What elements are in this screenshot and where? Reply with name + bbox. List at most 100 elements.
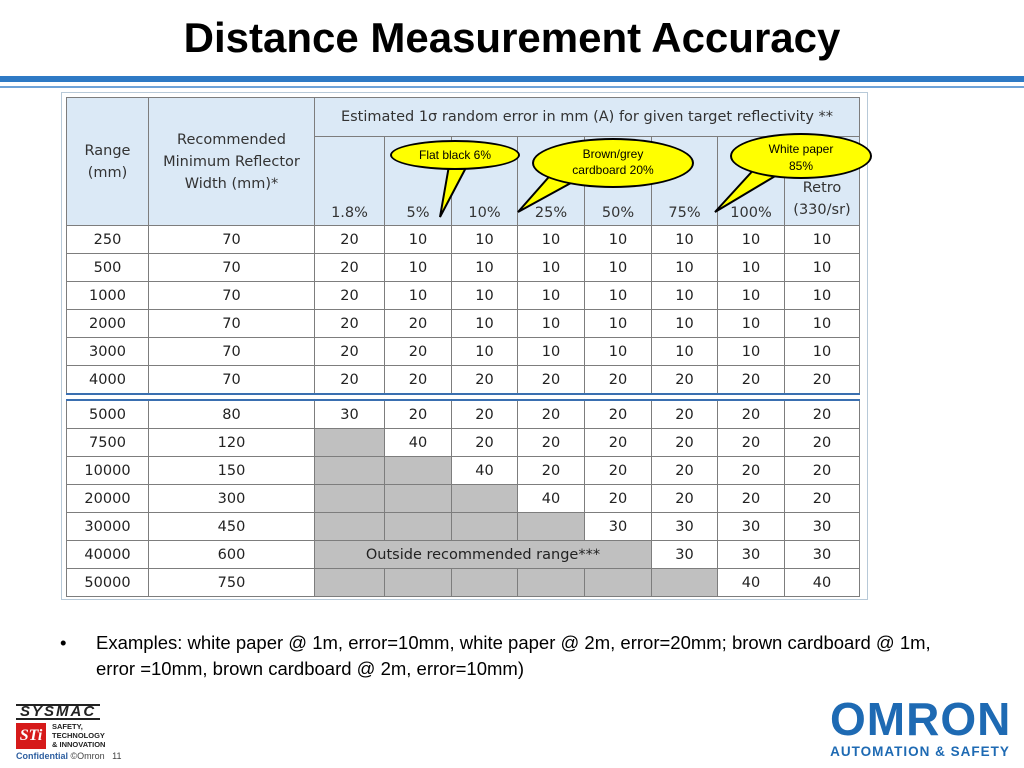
- title-rule-thin: [0, 86, 1024, 88]
- table-row: 10000 150 40 20 20 20 20 20: [66, 456, 860, 485]
- cell-reflector-width: 450: [148, 512, 315, 541]
- cell-err-25: 20: [517, 399, 585, 429]
- cell-err-1-8: [314, 456, 385, 485]
- cell-err-100: 10: [717, 253, 785, 282]
- cell-err-100: 20: [717, 484, 785, 513]
- table-row: 3000 70 20 20 10 10 10 10 10 10: [66, 337, 860, 366]
- cell-err-10: 20: [451, 428, 518, 457]
- cell-err-100: 30: [717, 512, 785, 541]
- cell-err-75: 20: [651, 484, 718, 513]
- callout-white-paper: White paper 85%: [730, 133, 872, 179]
- cell-err-1-8: 20: [314, 281, 385, 310]
- cell-err-5: 10: [384, 225, 452, 254]
- cell-err-1-8: 20: [314, 225, 385, 254]
- cell-range: 3000: [66, 337, 149, 366]
- cell-err-1-8: 30: [314, 399, 385, 429]
- cell-err-retro: 10: [784, 225, 860, 254]
- cell-err-50: 10: [584, 225, 652, 254]
- cell-err-25: 20: [517, 365, 585, 395]
- cell-err-retro: 30: [784, 540, 860, 569]
- confidential-label: Confidential: [16, 751, 68, 761]
- header-reflector-width: Recommended Minimum Reflector Width (mm)…: [148, 97, 315, 226]
- cell-err-75: 30: [651, 512, 718, 541]
- cell-err-75: 10: [651, 281, 718, 310]
- cell-err-1-8: [314, 568, 385, 597]
- cell-err-75: 10: [651, 253, 718, 282]
- footer: Confidential ©Omron 11: [16, 751, 122, 761]
- cell-range: 500: [66, 253, 149, 282]
- cell-err-75: 10: [651, 309, 718, 338]
- cell-range: 50000: [66, 568, 149, 597]
- title-rule-thick: [0, 76, 1024, 82]
- outside-range-note: Outside recommended range***: [314, 540, 652, 569]
- table-row: 50000 750 40 40: [66, 568, 860, 597]
- copyright-label: ©Omron: [70, 751, 105, 761]
- cell-err-25: 40: [517, 484, 585, 513]
- cell-err-10: 20: [451, 365, 518, 395]
- cell-err-10: 10: [451, 281, 518, 310]
- cell-err-100: 20: [717, 399, 785, 429]
- cell-err-10: [451, 484, 518, 513]
- cell-err-10: [451, 568, 518, 597]
- header-range: Range (mm): [66, 97, 149, 226]
- cell-err-1-8: 20: [314, 365, 385, 395]
- cell-err-75: 10: [651, 225, 718, 254]
- table-row: 5000 80 30 20 20 20 20 20 20 20: [66, 399, 860, 429]
- cell-err-100: 20: [717, 428, 785, 457]
- cell-err-5: 10: [384, 281, 452, 310]
- cell-err-50: 20: [584, 484, 652, 513]
- cell-err-retro: 10: [784, 253, 860, 282]
- cell-range: 250: [66, 225, 149, 254]
- table-row: 250 70 20 10 10 10 10 10 10 10: [66, 225, 860, 254]
- cell-err-1-8: [314, 484, 385, 513]
- cell-err-50: [584, 568, 652, 597]
- cell-err-25: 10: [517, 281, 585, 310]
- slide-title: Distance Measurement Accuracy: [183, 14, 841, 61]
- cell-err-50: 20: [584, 456, 652, 485]
- cell-err-retro: 10: [784, 281, 860, 310]
- cell-reflector-width: 300: [148, 484, 315, 513]
- accuracy-table: Range (mm) Recommended Minimum Reflector…: [66, 97, 860, 597]
- cell-err-5: [384, 512, 452, 541]
- header-reflectivity-1-8: 1.8%: [314, 136, 385, 226]
- cell-err-retro: 20: [784, 365, 860, 395]
- cell-range: 1000: [66, 281, 149, 310]
- bullet-marker: •: [60, 632, 67, 653]
- sti-tagline: SAFETY, TECHNOLOGY & INNOVATION: [52, 722, 106, 749]
- table-row: 7500 120 40 20 20 20 20 20 20: [66, 428, 860, 457]
- cell-err-5: [384, 484, 452, 513]
- cell-range: 30000: [66, 512, 149, 541]
- cell-reflector-width: 120: [148, 428, 315, 457]
- cell-err-100: 10: [717, 337, 785, 366]
- table-row: 4000 70 20 20 20 20 20 20 20 20: [66, 365, 860, 395]
- cell-range: 7500: [66, 428, 149, 457]
- cell-err-retro: 40: [784, 568, 860, 597]
- cell-err-100: 10: [717, 309, 785, 338]
- table-row: 40000 600 Outside recommended range*** 30 30…: [66, 540, 860, 569]
- callout-flat-black: Flat black 6%: [390, 140, 520, 170]
- cell-err-25: 20: [517, 428, 585, 457]
- omron-tagline: AUTOMATION & SAFETY: [830, 744, 1010, 759]
- cell-err-10: [451, 512, 518, 541]
- cell-reflector-width: 80: [148, 399, 315, 429]
- cell-reflector-width: 70: [148, 253, 315, 282]
- cell-err-5: 40: [384, 428, 452, 457]
- cell-range: 20000: [66, 484, 149, 513]
- cell-err-50: 10: [584, 253, 652, 282]
- cell-err-5: 20: [384, 309, 452, 338]
- table-row: 30000 450 30 30 30 30: [66, 512, 860, 541]
- cell-err-100: 10: [717, 225, 785, 254]
- table-row: 1000 70 20 10 10 10 10 10 10 10: [66, 281, 860, 310]
- cell-err-100: 40: [717, 568, 785, 597]
- cell-err-50: 10: [584, 337, 652, 366]
- cell-err-25: [517, 512, 585, 541]
- cell-err-75: 30: [651, 540, 718, 569]
- cell-err-50: 10: [584, 281, 652, 310]
- table-row: 500 70 20 10 10 10 10 10 10 10: [66, 253, 860, 282]
- header-estimated-error: Estimated 1σ random error in mm (A) for …: [314, 97, 860, 137]
- cell-reflector-width: 70: [148, 365, 315, 395]
- callout-brown-grey: Brown/grey cardboard 20%: [532, 138, 694, 188]
- cell-err-25: 20: [517, 456, 585, 485]
- cell-err-75: [651, 568, 718, 597]
- cell-reflector-width: 150: [148, 456, 315, 485]
